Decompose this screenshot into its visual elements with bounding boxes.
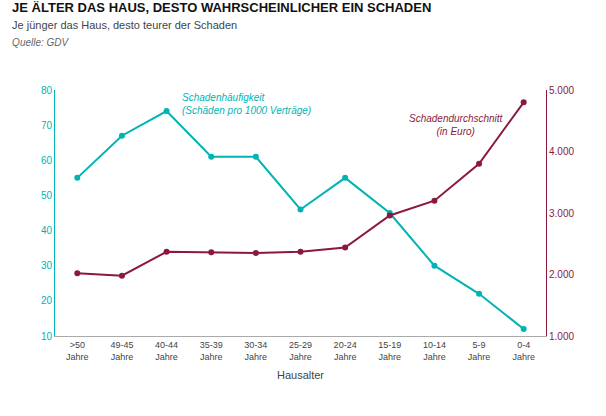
svg-text:10: 10 <box>41 331 53 342</box>
svg-text:40-44Jahre: 40-44Jahre <box>155 340 178 362</box>
svg-text:1.000: 1.000 <box>549 331 574 342</box>
svg-text:25-29Jahre: 25-29Jahre <box>289 340 312 362</box>
svg-text:5.000: 5.000 <box>549 85 574 96</box>
svg-text:JE ÄLTER DAS HAUS, DESTO WAHRS: JE ÄLTER DAS HAUS, DESTO WAHRSCHEINLICHE… <box>12 0 431 48</box>
svg-text:>50Jahre: >50Jahre <box>66 340 89 362</box>
svg-text:3.000: 3.000 <box>549 208 574 219</box>
svg-text:Schadenhäufigkeit(Schäden pro: Schadenhäufigkeit(Schäden pro 1000 Vertr… <box>182 92 311 116</box>
svg-text:5-9Jahre: 5-9Jahre <box>468 340 491 362</box>
svg-text:20: 20 <box>41 295 53 306</box>
svg-text:Hausalter: Hausalter <box>277 369 324 381</box>
svg-text:10-14Jahre: 10-14Jahre <box>423 340 446 362</box>
svg-text:80: 80 <box>41 85 53 96</box>
svg-text:35-39Jahre: 35-39Jahre <box>200 340 223 362</box>
svg-text:15-19Jahre: 15-19Jahre <box>378 340 401 362</box>
svg-text:49-45Jahre: 49-45Jahre <box>110 340 133 362</box>
svg-text:70: 70 <box>41 120 53 131</box>
svg-text:60: 60 <box>41 155 53 166</box>
svg-text:20-24Jahre: 20-24Jahre <box>334 340 357 362</box>
svg-text:0-4Jahre: 0-4Jahre <box>512 340 535 362</box>
svg-text:50: 50 <box>41 190 53 201</box>
svg-text:30-34Jahre: 30-34Jahre <box>244 340 267 362</box>
svg-text:2.000: 2.000 <box>549 269 574 280</box>
svg-text:4.000: 4.000 <box>549 146 574 157</box>
svg-text:Schadendurchschnitt(in Euro): Schadendurchschnitt(in Euro) <box>409 113 504 137</box>
svg-text:40: 40 <box>41 225 53 236</box>
svg-text:30: 30 <box>41 260 53 271</box>
